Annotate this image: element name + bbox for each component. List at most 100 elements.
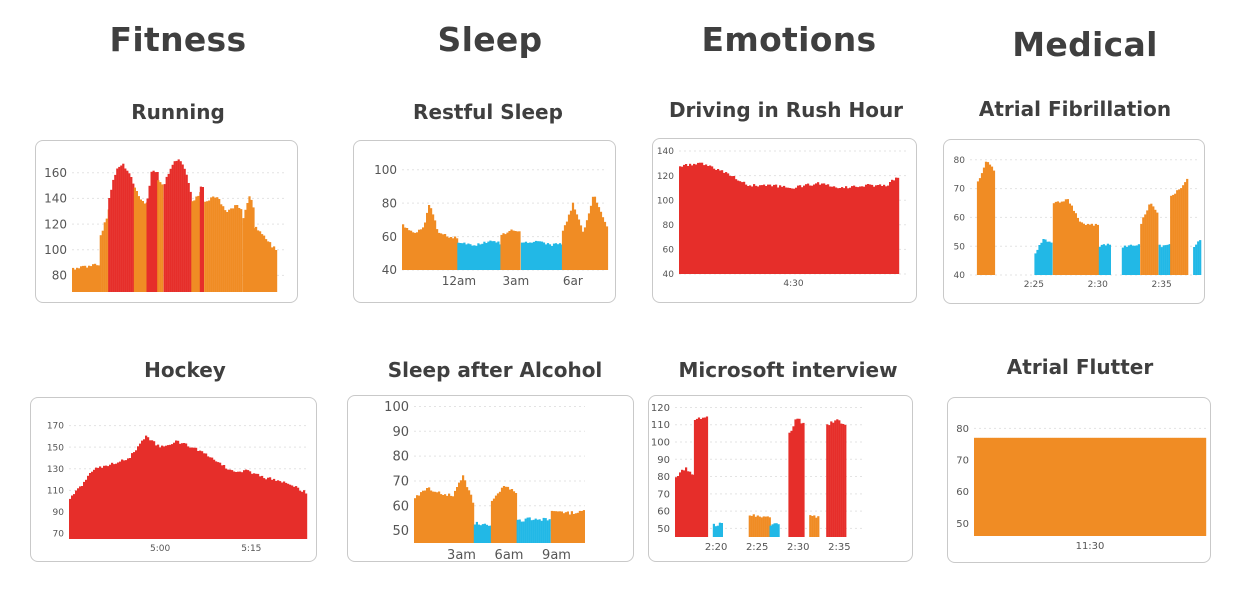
chart-bar: [229, 469, 232, 539]
x-tick-label: 2:20: [705, 542, 727, 553]
chart-bar: [536, 241, 540, 270]
chart-bar: [231, 470, 234, 539]
chart-bar: [683, 164, 686, 274]
chart-bar: [524, 241, 528, 270]
chart-bar: [193, 200, 196, 292]
chart-bar: [978, 178, 982, 275]
chart-bar: [179, 443, 182, 539]
chart-bar: [221, 465, 224, 539]
chart-bar: [257, 230, 260, 292]
chart-bar: [773, 523, 776, 537]
chart-bar: [893, 180, 896, 274]
chart-bar: [215, 461, 218, 539]
chart-bar: [753, 184, 756, 274]
chart-bar: [836, 419, 839, 537]
chart-bar: [1156, 212, 1159, 275]
chart-bar: [1158, 437, 1161, 536]
chart-bar: [457, 242, 460, 270]
chart-bar: [830, 421, 833, 537]
chart-bar: [1068, 437, 1071, 536]
chart-bar: [587, 213, 591, 270]
chart-bar: [259, 231, 262, 292]
chart-bar: [237, 471, 240, 539]
chart-bar: [139, 199, 142, 292]
chart-bar: [745, 184, 748, 274]
y-tick-label: 100: [657, 196, 674, 206]
chart-bar: [89, 473, 92, 539]
y-tick-label: 100: [44, 243, 67, 257]
chart-bar: [161, 184, 164, 292]
x-tick-label: 5:15: [241, 544, 261, 554]
chart-bar: [461, 243, 464, 270]
chart-bar: [530, 520, 533, 543]
chart-bar: [283, 481, 286, 539]
chart-bar: [105, 465, 108, 539]
chart-bar: [226, 212, 229, 292]
chart-bar: [1130, 437, 1133, 536]
chart-bar: [1166, 437, 1169, 536]
y-tick-label: 160: [44, 166, 67, 180]
chart-bar: [1032, 437, 1035, 536]
chart-bar: [151, 440, 154, 539]
chart-bar: [1122, 437, 1125, 536]
chart-bar: [811, 516, 814, 537]
chart-bar: [762, 516, 765, 537]
chart-bar: [869, 184, 872, 274]
chart-bar: [566, 511, 569, 543]
chart-bar: [263, 478, 266, 539]
chart-bar: [245, 469, 248, 539]
y-tick-label: 70: [392, 474, 409, 489]
chart-bar: [548, 244, 552, 270]
chart-bar: [1195, 244, 1198, 275]
chart-bar: [504, 234, 507, 270]
chart-bar: [442, 234, 445, 270]
chart-bar: [1062, 437, 1065, 536]
chart-bar: [597, 207, 601, 270]
y-tick-label: 40: [382, 263, 397, 277]
chart-bar: [1060, 437, 1063, 536]
chart-bar: [216, 197, 219, 292]
chart-bar: [101, 467, 104, 539]
chart-bar: [757, 186, 760, 274]
category-emotions: Emotions: [701, 20, 877, 59]
chart-bar: [1060, 201, 1063, 275]
chart-bar: [1110, 437, 1113, 536]
chart-bar: [701, 417, 705, 537]
chart-bar: [565, 221, 569, 270]
chart-bar: [1127, 245, 1130, 275]
chart-bar: [817, 182, 820, 274]
chart-bar: [833, 186, 836, 274]
chart-bar: [470, 494, 473, 543]
chart-bar: [1135, 245, 1138, 275]
x-tick-label: 9am: [542, 548, 571, 561]
chart-bar: [1182, 185, 1185, 275]
chart-bar: [143, 439, 146, 539]
chart-bar: [542, 517, 545, 543]
chart-bar: [83, 481, 86, 539]
chart-title-atrial-flutter: Atrial Flutter: [1006, 355, 1154, 379]
chart-bar: [183, 168, 186, 292]
chart-bar: [293, 486, 296, 539]
chart-bar: [1014, 437, 1017, 536]
chart-bar: [1198, 437, 1201, 536]
chart-bar: [749, 185, 752, 274]
chart-microsoft-interview: 50 60 70 80 90 100 110 120 2:20 2:25 2:30 2:35: [648, 395, 913, 562]
chart-bar: [135, 450, 138, 539]
chart-bar: [119, 461, 122, 539]
chart-bar: [1104, 437, 1107, 536]
chart-bar: [589, 205, 593, 270]
y-tick-label: 40: [663, 270, 675, 280]
chart-bar: [1098, 437, 1101, 536]
chart-bar: [703, 165, 706, 274]
chart-title-atrial-fibrillation: Atrial Fibrillation: [978, 97, 1172, 121]
chart-bar: [148, 185, 151, 292]
chart-bar: [497, 241, 500, 270]
chart-bar: [759, 185, 762, 274]
chart-bar: [203, 453, 206, 539]
chart-bar: [891, 179, 894, 274]
chart-bar: [1120, 437, 1123, 536]
chart-bar: [92, 264, 95, 292]
chart-bar: [1058, 202, 1061, 275]
chart-bar: [466, 487, 469, 543]
chart-bar: [289, 484, 292, 539]
